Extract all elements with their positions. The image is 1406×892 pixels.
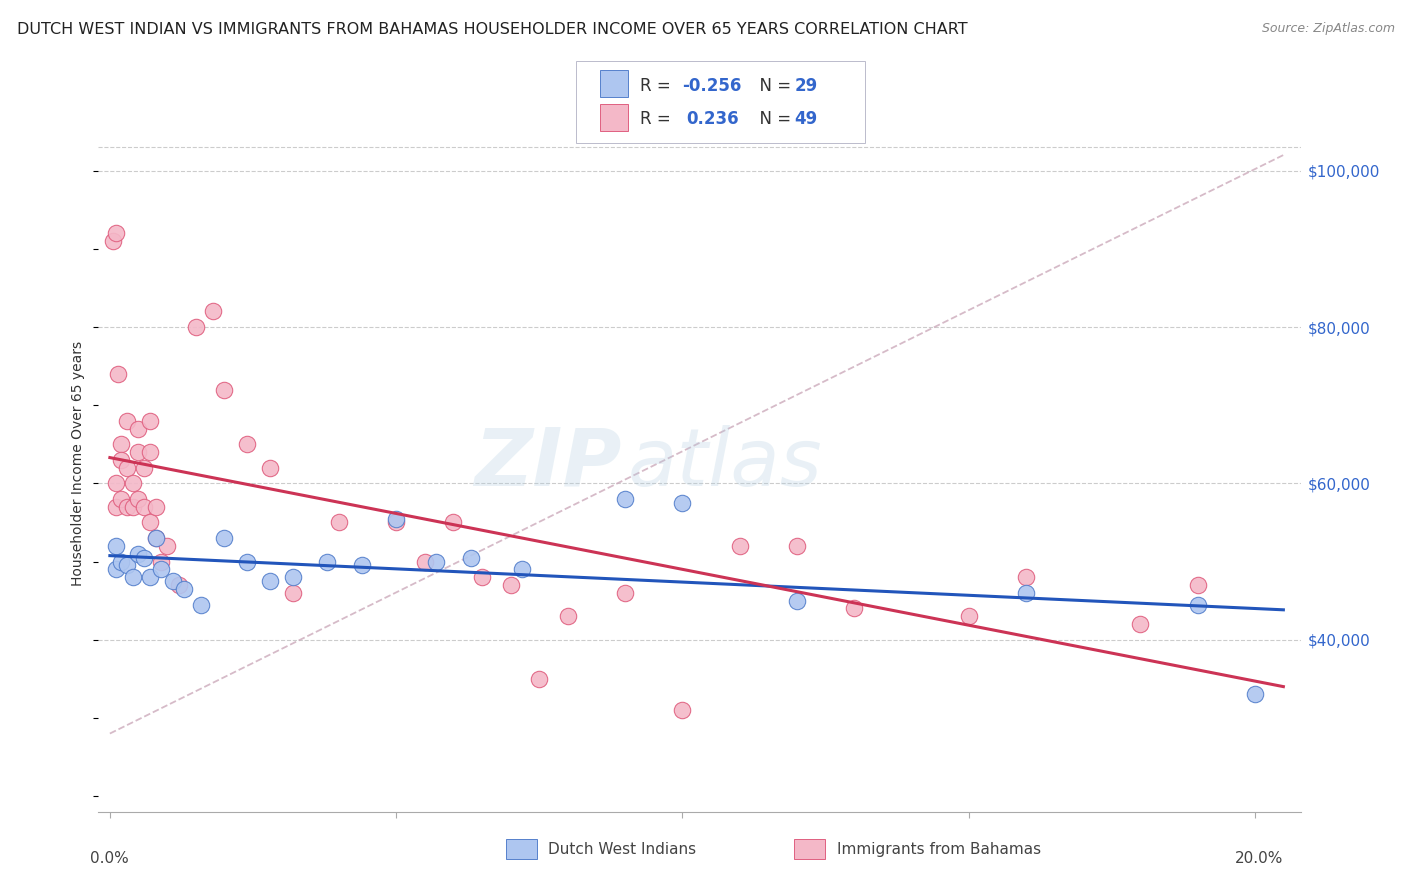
Point [328, 516, 350, 530]
Text: 29: 29 [794, 77, 818, 95]
Point [786, 539, 808, 553]
Point [150, 555, 173, 569]
Point [145, 531, 167, 545]
Point [614, 491, 637, 506]
Point [104, 500, 127, 514]
Point [162, 574, 184, 588]
Text: N =: N = [749, 111, 797, 128]
Point [350, 558, 373, 573]
Text: Source: ZipAtlas.com: Source: ZipAtlas.com [1261, 22, 1395, 36]
Point [214, 383, 236, 397]
Point [236, 555, 259, 569]
Point [121, 570, 143, 584]
Point [128, 422, 150, 436]
Point [786, 593, 808, 607]
Point [425, 555, 447, 569]
Point [671, 496, 693, 510]
Point [316, 555, 339, 569]
Point [214, 531, 236, 545]
Point [115, 460, 138, 475]
Point [107, 367, 129, 381]
Point [139, 570, 162, 584]
Point [460, 550, 482, 565]
Point [115, 500, 138, 514]
Point [1187, 598, 1209, 612]
Text: R =: R = [640, 77, 676, 95]
Point [728, 539, 751, 553]
Point [115, 414, 138, 428]
Point [557, 609, 579, 624]
Text: atlas: atlas [627, 425, 823, 503]
Point [1015, 570, 1038, 584]
Text: R =: R = [640, 111, 676, 128]
Point [413, 555, 436, 569]
Point [128, 445, 150, 459]
Point [101, 234, 124, 248]
Point [110, 555, 132, 569]
Point [236, 437, 259, 451]
Point [499, 578, 522, 592]
Point [281, 586, 304, 600]
Point [121, 476, 143, 491]
Point [104, 539, 127, 553]
Text: 0.0%: 0.0% [90, 851, 129, 866]
Point [110, 437, 132, 451]
Point [201, 304, 224, 318]
Point [957, 609, 980, 624]
Point [115, 558, 138, 573]
Point [259, 574, 281, 588]
Point [104, 226, 127, 240]
Point [190, 598, 212, 612]
Point [139, 414, 162, 428]
Point [139, 516, 162, 530]
Point [529, 672, 551, 686]
Point [145, 500, 167, 514]
Point [614, 586, 637, 600]
Text: DUTCH WEST INDIAN VS IMMIGRANTS FROM BAHAMAS HOUSEHOLDER INCOME OVER 65 YEARS CO: DUTCH WEST INDIAN VS IMMIGRANTS FROM BAH… [17, 22, 967, 37]
Point [1187, 578, 1209, 592]
Point [145, 531, 167, 545]
Point [281, 570, 304, 584]
Text: Dutch West Indians: Dutch West Indians [548, 842, 696, 856]
Point [184, 320, 207, 334]
Point [104, 476, 127, 491]
Point [510, 562, 533, 576]
Point [671, 703, 693, 717]
Text: Immigrants from Bahamas: Immigrants from Bahamas [837, 842, 1040, 856]
Point [139, 445, 162, 459]
Text: 49: 49 [794, 111, 818, 128]
Point [173, 582, 195, 596]
Text: N =: N = [749, 77, 797, 95]
Point [167, 578, 190, 592]
Text: 20.0%: 20.0% [1234, 851, 1284, 866]
Point [134, 460, 156, 475]
Point [1015, 586, 1038, 600]
Point [385, 516, 408, 530]
Text: ZIP: ZIP [474, 425, 621, 503]
Point [110, 453, 132, 467]
Point [104, 562, 127, 576]
Point [1243, 688, 1265, 702]
Point [128, 491, 150, 506]
Point [110, 491, 132, 506]
Point [385, 511, 408, 525]
Point [471, 570, 494, 584]
Y-axis label: Householder Income Over 65 years: Householder Income Over 65 years [72, 342, 86, 586]
Point [150, 562, 173, 576]
Point [156, 539, 179, 553]
Text: -0.256: -0.256 [682, 77, 741, 95]
Point [1129, 617, 1152, 632]
Point [842, 601, 865, 615]
Point [259, 460, 281, 475]
Point [134, 500, 156, 514]
Point [121, 500, 143, 514]
Point [134, 550, 156, 565]
Text: 0.236: 0.236 [686, 111, 738, 128]
Point [128, 547, 150, 561]
Point [441, 516, 464, 530]
